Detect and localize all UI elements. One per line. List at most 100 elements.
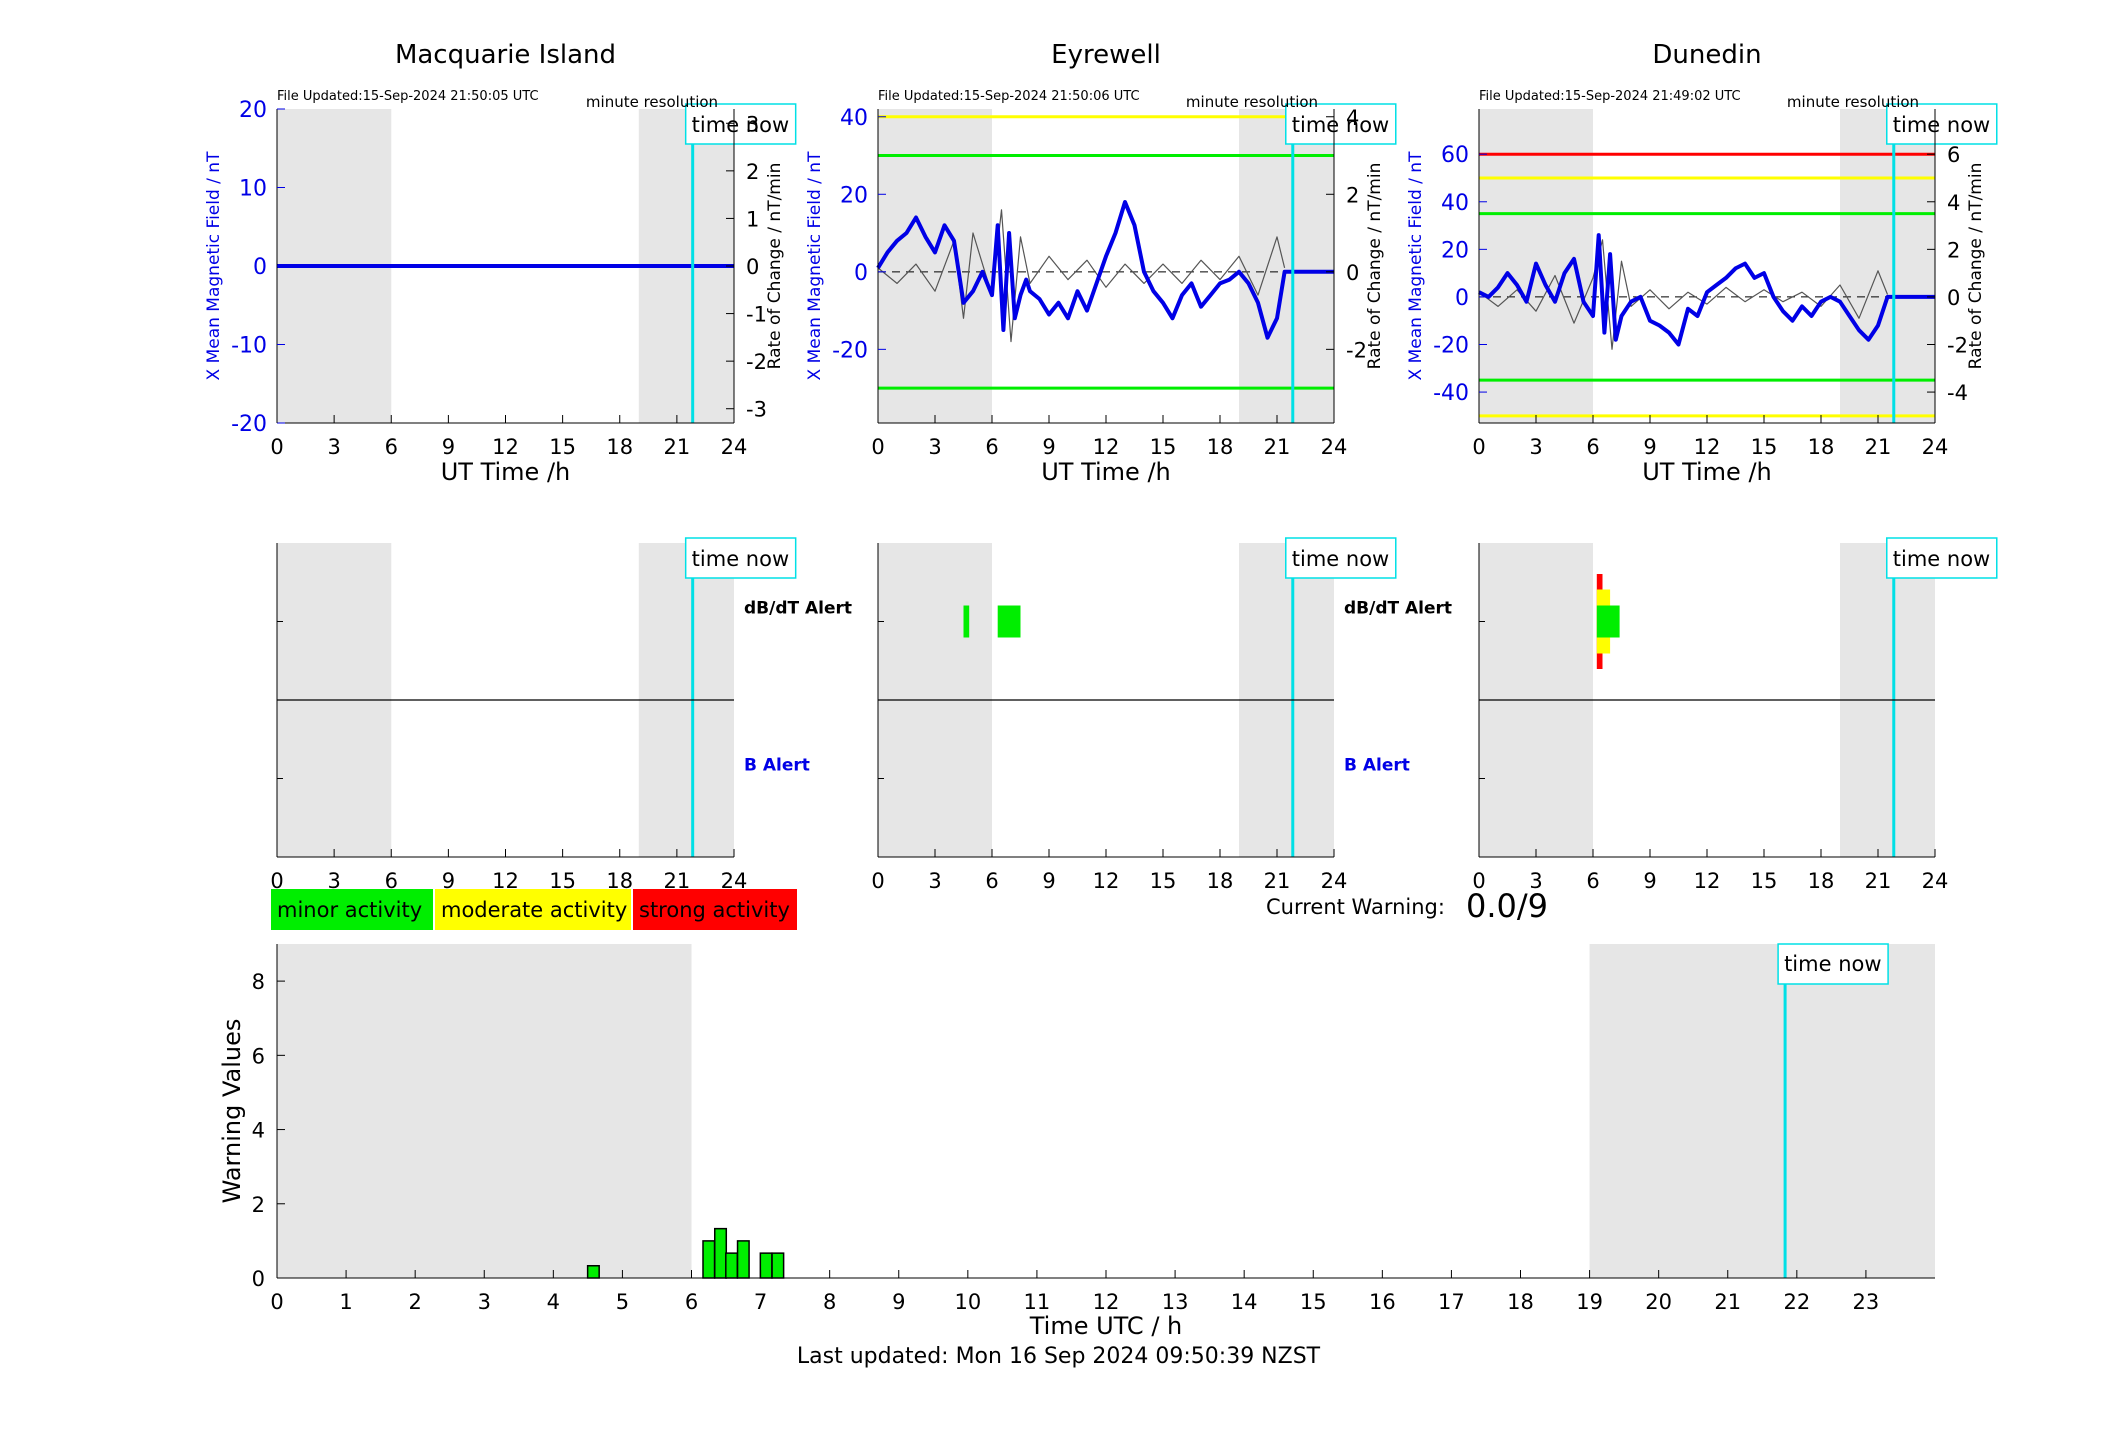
- station-title: Macquarie Island: [395, 40, 616, 70]
- y-tick-label: 10: [239, 177, 267, 202]
- x-tick-label: 6: [985, 435, 998, 459]
- y-tick-label: 0: [253, 255, 267, 280]
- x-tick-label: 12: [1694, 869, 1721, 893]
- x-tick-label: 12: [492, 435, 519, 459]
- dbdt-alert-label: dB/dT Alert: [1344, 599, 1452, 619]
- warning-bar: [586, 1265, 600, 1279]
- x-tick-label: 3: [1529, 435, 1542, 459]
- y-right-tick-label: 1: [746, 207, 759, 231]
- x-tick-label: 21: [1264, 435, 1291, 459]
- y-right-tick-label: 2: [746, 160, 759, 184]
- x-tick-label: 12: [1694, 435, 1721, 459]
- x-tick-label: 6: [1586, 435, 1599, 459]
- y-tick-label: 4: [252, 1119, 265, 1143]
- warning-bar: [725, 1252, 739, 1279]
- x-tick-label: 7: [754, 1290, 767, 1314]
- x-tick-label: 9: [442, 869, 455, 893]
- x-tick-label: 0: [270, 435, 283, 459]
- dbdt-alert-bar: [963, 605, 970, 638]
- y-tick-label: 20: [840, 183, 868, 208]
- x-tick-label: 9: [892, 1290, 905, 1314]
- legend-label: strong activity: [639, 898, 790, 922]
- x-tick-label: 12: [1093, 435, 1120, 459]
- y-right-tick-label: 6: [1947, 143, 1960, 167]
- y-axis-label: Warning Values: [218, 1019, 246, 1204]
- time-now-label: time now: [1292, 113, 1389, 137]
- time-now-box: [1886, 537, 1998, 579]
- y-tick-label: 0: [854, 261, 868, 286]
- x-field-series: [1478, 233, 1935, 347]
- x-axis-label: UT Time /h: [441, 458, 571, 486]
- y-axis-label-left: X Mean Magnetic Field / nT: [1406, 151, 1426, 381]
- time-now-label: time now: [1784, 952, 1881, 976]
- x-tick-label: 17: [1438, 1290, 1465, 1314]
- y-tick-label: 6: [252, 1044, 265, 1068]
- time-now-box: [684, 537, 797, 579]
- file-updated-text: File Updated:15-Sep-2024 21:50:06 UTC: [878, 89, 1140, 104]
- x-tick-label: 10: [954, 1290, 981, 1314]
- time-now-label: time now: [1292, 547, 1389, 571]
- y-right-tick-label: 4: [1947, 191, 1960, 215]
- x-tick-label: 0: [270, 869, 283, 893]
- x-tick-label: 15: [1751, 869, 1778, 893]
- x-tick-label: 3: [478, 1290, 491, 1314]
- x-tick-label: 8: [823, 1290, 836, 1314]
- x-tick-label: 24: [721, 435, 748, 459]
- x-tick-label: 18: [1207, 435, 1234, 459]
- x-tick-label: 3: [327, 435, 340, 459]
- current-warning-value: 0.0/9: [1466, 887, 1548, 925]
- b-alert-label: B Alert: [1344, 756, 1410, 776]
- y-tick-label: 2: [252, 1193, 265, 1217]
- x-tick-label: 24: [1321, 869, 1348, 893]
- x-axis-label: UT Time /h: [1642, 458, 1772, 486]
- time-now-label: time now: [1893, 547, 1990, 571]
- x-tick-label: 9: [1643, 869, 1656, 893]
- x-tick-label: 24: [1321, 435, 1348, 459]
- y-tick-label: 20: [1441, 238, 1469, 263]
- y-tick-label: 40: [1441, 191, 1469, 216]
- y-tick-label: -10: [231, 334, 267, 359]
- panel-dunedin-alert: time now 0 3 6 9 12 15 18 21 24: [1472, 537, 1998, 893]
- minute-resolution-label: minute resolution: [586, 93, 718, 111]
- x-tick-label: 6: [1586, 869, 1599, 893]
- y-tick-label: 8: [252, 970, 265, 994]
- time-now-label: time now: [692, 547, 789, 571]
- x-tick-label: 12: [1093, 869, 1120, 893]
- x-tick-label: 15: [1150, 869, 1177, 893]
- night-shade-band: [1239, 109, 1334, 423]
- x-tick-label: 18: [1808, 435, 1835, 459]
- x-tick-label: 9: [1042, 869, 1055, 893]
- y-right-tick-label: 0: [1346, 261, 1359, 285]
- x-tick-label: 15: [1751, 435, 1778, 459]
- file-updated-text: File Updated:15-Sep-2024 21:49:02 UTC: [1479, 89, 1741, 104]
- b-alert-label: B Alert: [744, 756, 810, 776]
- x-tick-label: 21: [1264, 869, 1291, 893]
- x-tick-label: 11: [1024, 1290, 1051, 1314]
- x-tick-label: 0: [270, 1290, 283, 1314]
- time-now-box: [1886, 103, 1998, 145]
- y-axis-label-right: Rate of Change / nT/min: [765, 163, 785, 370]
- time-now-box: [1285, 537, 1397, 579]
- y-right-tick-label: -2: [1346, 338, 1367, 362]
- x-tick-label: 1: [339, 1290, 352, 1314]
- x-tick-label: 3: [1529, 869, 1542, 893]
- time-now-label: time now: [692, 113, 789, 137]
- x-tick-label: 19: [1576, 1290, 1603, 1314]
- x-tick-label: 5: [616, 1290, 629, 1314]
- y-right-tick-label: 2: [1346, 183, 1359, 207]
- x-tick-label: 18: [606, 435, 633, 459]
- x-tick-label: 21: [664, 435, 691, 459]
- x-tick-label: 21: [1714, 1290, 1741, 1314]
- y-axis-label-right: Rate of Change / nT/min: [1966, 163, 1986, 370]
- x-tick-label: 14: [1231, 1290, 1258, 1314]
- legend-label: moderate activity: [441, 898, 627, 922]
- y-right-tick-label: 0: [746, 255, 759, 279]
- night-shade-band: [878, 109, 992, 423]
- x-tick-label: 4: [547, 1290, 560, 1314]
- x-tick-label: 3: [928, 435, 941, 459]
- current-warning-label: Current Warning:: [1266, 895, 1445, 919]
- x-tick-label: 6: [685, 1290, 698, 1314]
